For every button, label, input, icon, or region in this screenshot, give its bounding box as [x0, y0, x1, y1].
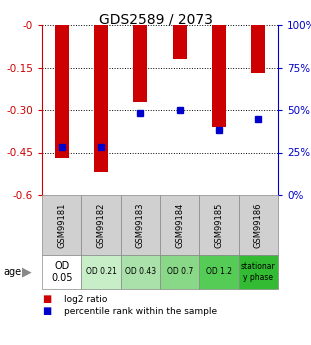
Bar — [252, 25, 265, 73]
Text: GDS2589 / 2073: GDS2589 / 2073 — [99, 12, 212, 26]
Text: GSM99186: GSM99186 — [254, 202, 263, 248]
Text: ▶: ▶ — [22, 266, 31, 278]
Text: OD 0.43: OD 0.43 — [125, 267, 156, 276]
Text: percentile rank within the sample: percentile rank within the sample — [64, 306, 217, 315]
Text: stationar
y phase: stationar y phase — [241, 262, 276, 282]
Text: age: age — [3, 267, 21, 277]
Text: OD
0.05: OD 0.05 — [51, 261, 72, 283]
Text: GSM99185: GSM99185 — [215, 202, 224, 248]
Text: GSM99181: GSM99181 — [57, 202, 66, 248]
Text: OD 1.2: OD 1.2 — [206, 267, 232, 276]
Text: log2 ratio: log2 ratio — [64, 295, 107, 304]
Bar — [212, 25, 226, 127]
Text: GSM99182: GSM99182 — [96, 202, 105, 248]
Text: GSM99184: GSM99184 — [175, 202, 184, 248]
Bar — [173, 25, 187, 59]
Text: ■: ■ — [42, 306, 51, 316]
Text: GSM99183: GSM99183 — [136, 202, 145, 248]
Text: OD 0.21: OD 0.21 — [86, 267, 116, 276]
Text: OD 0.7: OD 0.7 — [167, 267, 193, 276]
Text: ■: ■ — [42, 294, 51, 304]
Bar — [133, 25, 147, 101]
Bar — [94, 25, 108, 172]
Bar — [55, 25, 68, 158]
